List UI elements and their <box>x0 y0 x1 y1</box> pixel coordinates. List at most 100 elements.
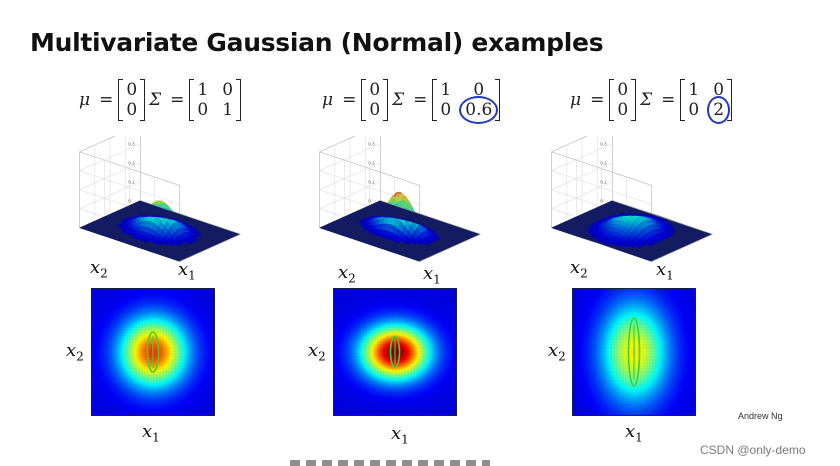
pen-circle-annotation <box>707 96 731 124</box>
box-edge <box>651 233 713 262</box>
box-edge <box>380 200 481 235</box>
surface2-x2-label: x2 <box>338 262 356 286</box>
sigma-entry-value: 0 <box>473 80 485 100</box>
contour-annotation <box>627 317 641 387</box>
mu-symbol: μ <box>79 90 91 110</box>
slide-title: Multivariate Gaussian (Normal) examples <box>30 28 604 57</box>
mu-symbol: μ <box>322 90 334 110</box>
equals-sign: = <box>99 90 114 110</box>
mu-entry: 0 <box>126 80 138 100</box>
heatmap3-x1-label: x1 <box>625 421 643 445</box>
equals-sign: = <box>590 90 605 110</box>
box-edge <box>419 233 481 262</box>
formula-3: μ = 0 0 Σ = 1 0 0 2 <box>566 78 733 124</box>
sigma-entry: 0 <box>688 100 699 120</box>
sigma-entry: 0 <box>222 80 233 100</box>
box-edge <box>140 200 241 235</box>
sigma-entry: 0 <box>440 100 451 120</box>
z-tick-label: 0 <box>600 199 603 204</box>
surface-plot-2: 00.10.20.30.4 <box>319 136 481 262</box>
surface2-x1-label: x1 <box>423 263 441 287</box>
sigma-entry-value: 0 <box>688 100 700 120</box>
mu-entry: 0 <box>369 80 381 100</box>
surface1-x1-label: x1 <box>178 259 196 283</box>
sigma-entry: 1 <box>688 80 699 100</box>
sigma-entry: 0 <box>197 100 208 120</box>
box-edge <box>319 136 356 153</box>
surface-mesh <box>79 200 241 262</box>
heatmap1-x1-label: x1 <box>142 421 160 445</box>
formula-2: μ = 0 0 Σ = 1 0 0 0.6 <box>318 78 501 124</box>
z-tick-label: 0.3 <box>128 142 135 147</box>
surface-mesh <box>319 191 481 262</box>
sigma-entry: 2 <box>707 96 731 124</box>
sigma-entry-value: 1 <box>688 80 700 100</box>
box-edge <box>179 233 241 262</box>
sigma-entry-value: 0 <box>713 80 725 100</box>
author-credit: Andrew Ng <box>738 411 783 421</box>
contour-overlay-2 <box>333 288 457 416</box>
contour-annotation <box>146 331 160 373</box>
z-tick-label: 0.1 <box>600 180 607 185</box>
heatmap2-x1-label: x1 <box>391 423 409 447</box>
csdn-watermark: CSDN @only-demo <box>700 443 806 457</box>
z-tick-label: 0 <box>368 199 371 204</box>
pen-circle-annotation <box>459 96 499 124</box>
formula-1: μ = 0 0 Σ = 1 0 0 1 <box>75 78 242 122</box>
box-edge <box>612 200 713 235</box>
mu-entry: 0 <box>617 100 629 120</box>
z-tick-label: 0 <box>128 199 131 204</box>
z-tick-label: 0.2 <box>128 161 135 166</box>
sigma-entry-value: 0 <box>197 100 209 120</box>
sigma-entry-value: 1 <box>440 80 452 100</box>
z-tick-label: 0.3 <box>368 142 375 147</box>
sigma-symbol: Σ <box>149 90 162 110</box>
heatmap-frame <box>91 288 215 416</box>
z-tick-label: 0.2 <box>600 161 607 166</box>
mu-entry: 0 <box>126 100 138 120</box>
sigma-entry-value: 1 <box>222 100 234 120</box>
heatmap-frame <box>572 288 696 416</box>
mu-symbol: μ <box>570 90 582 110</box>
equals-sign: = <box>413 90 428 110</box>
sigma-entry: 1 <box>197 80 208 100</box>
box-edge <box>79 136 116 153</box>
equals-sign: = <box>170 90 185 110</box>
z-tick-label: 0.3 <box>600 142 607 147</box>
contour-overlay-3 <box>572 288 696 416</box>
z-tick-label: 0.1 <box>128 180 135 185</box>
heatmap1-x2-label: x2 <box>66 340 84 364</box>
surface3-x1-label: x1 <box>656 259 674 283</box>
equals-sign: = <box>342 90 357 110</box>
surface-mesh <box>551 200 713 262</box>
sigma-entry: 0.6 <box>459 96 499 124</box>
mu-entry: 0 <box>617 80 629 100</box>
sigma-entry: 0 <box>473 80 484 100</box>
heatmap-frame <box>333 288 457 416</box>
equals-sign: = <box>661 90 676 110</box>
sigma-entry-value: 0 <box>222 80 234 100</box>
sigma-entry-value: 1 <box>197 80 209 100</box>
sigma-symbol: Σ <box>392 90 405 110</box>
sigma-matrix: 1 0 0 0.6 <box>432 79 501 124</box>
sigma-entry-value: 0 <box>440 100 452 120</box>
surface1-x2-label: x2 <box>90 257 108 281</box>
heatmap2-x2-label: x2 <box>308 340 326 364</box>
surface-plot-3: 00.10.20.30.4 <box>551 136 713 262</box>
sigma-symbol: Σ <box>640 90 653 110</box>
z-tick-label: 0.1 <box>368 180 375 185</box>
surface3-x2-label: x2 <box>570 257 588 281</box>
surface-plot-1: 00.10.20.30.4 <box>79 136 241 262</box>
contour-annotation <box>389 335 401 369</box>
sigma-entry: 1 <box>440 80 451 100</box>
mu-entry: 0 <box>369 100 381 120</box>
sigma-entry: 1 <box>222 100 233 120</box>
z-tick-label: 0.2 <box>368 161 375 166</box>
cropped-caption-strip <box>290 460 490 466</box>
box-edge <box>551 136 588 153</box>
